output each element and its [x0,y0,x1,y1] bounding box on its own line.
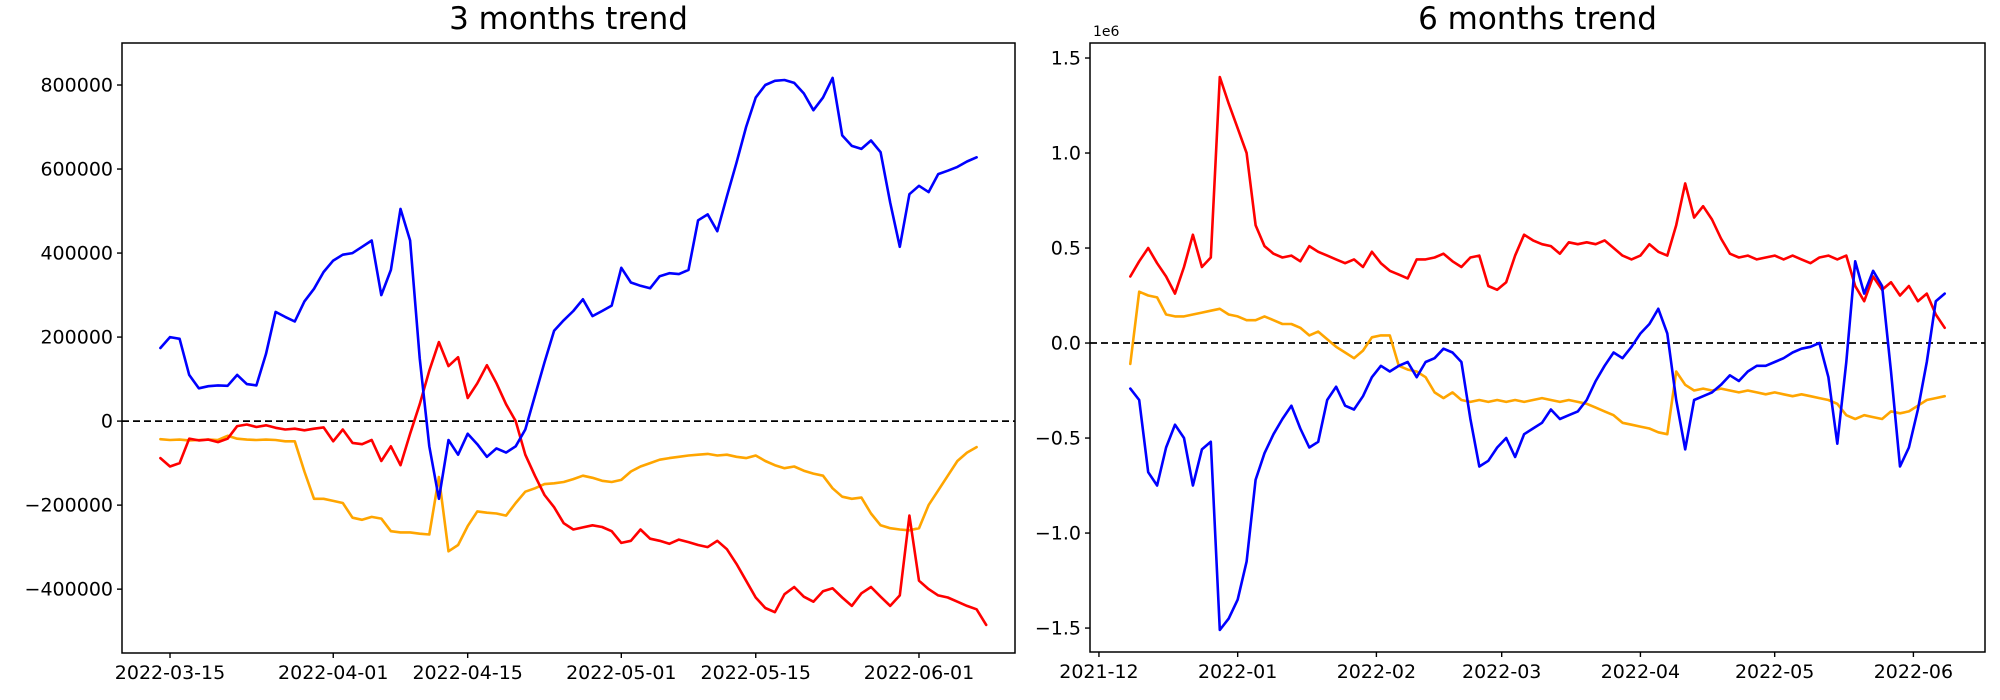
x-tick-label: 2022-04-01 [278,662,388,684]
orange-line [159,434,978,553]
x-tick-label: 2022-01 [1198,661,1277,683]
y-tick-label: −400000 [25,579,113,601]
chart-1: 2021-12 2022-01 2022-02 2022-03 2022-04 2022-… [1035,42,1986,683]
x-tick-label: 2022-05-01 [566,662,676,684]
x-tick-label: 2022-04-15 [412,662,522,684]
y-tick-label: 200000 [40,327,113,349]
x-tick-label: 2022-05 [1735,661,1814,683]
chart-0: 2022-03-15 2022-04-01 2022-04-15 2022-05-01… [25,42,1016,684]
y-tick-label: −1.0 [1035,523,1081,545]
y-tick-label: 400000 [40,243,113,265]
x-tick-label: 2022-03-15 [115,662,225,684]
x-tick-label: 2022-02 [1337,661,1416,683]
y-tick-label: −200000 [25,495,113,517]
red-line [1129,75,1946,330]
x-tick-label: 2022-06-01 [864,662,974,684]
chart-title-0: 3 months trend [449,1,688,37]
x-tick-label: 2022-04 [1601,661,1680,683]
chart-title-1: 6 months trend [1418,1,1657,37]
x-tick-label: 2022-05-15 [701,662,811,684]
x-tick-label: 2022-03 [1462,661,1541,683]
y-tick-label: 0.5 [1051,238,1081,260]
plot-frame [121,42,1016,654]
plot-frame [1089,42,1986,653]
y-axis-offset-label: 1e6 [1093,24,1120,40]
x-tick-label: 2022-06 [1874,661,1953,683]
blue-line [1129,259,1946,632]
y-tick-label: −0.5 [1035,428,1081,450]
y-tick-label: 0.0 [1051,333,1081,355]
y-tick-label: 0 [101,411,113,433]
y-tick-label: 800000 [40,75,113,97]
y-tick-label: −1.5 [1035,618,1081,640]
red-line [159,340,988,627]
blue-line [159,76,978,501]
y-tick-label: 600000 [40,159,113,181]
x-tick-label: 2021-12 [1059,661,1138,683]
y-tick-label: 1.0 [1051,143,1081,165]
y-tick-label: 1.5 [1051,48,1081,70]
orange-line [1129,290,1946,436]
